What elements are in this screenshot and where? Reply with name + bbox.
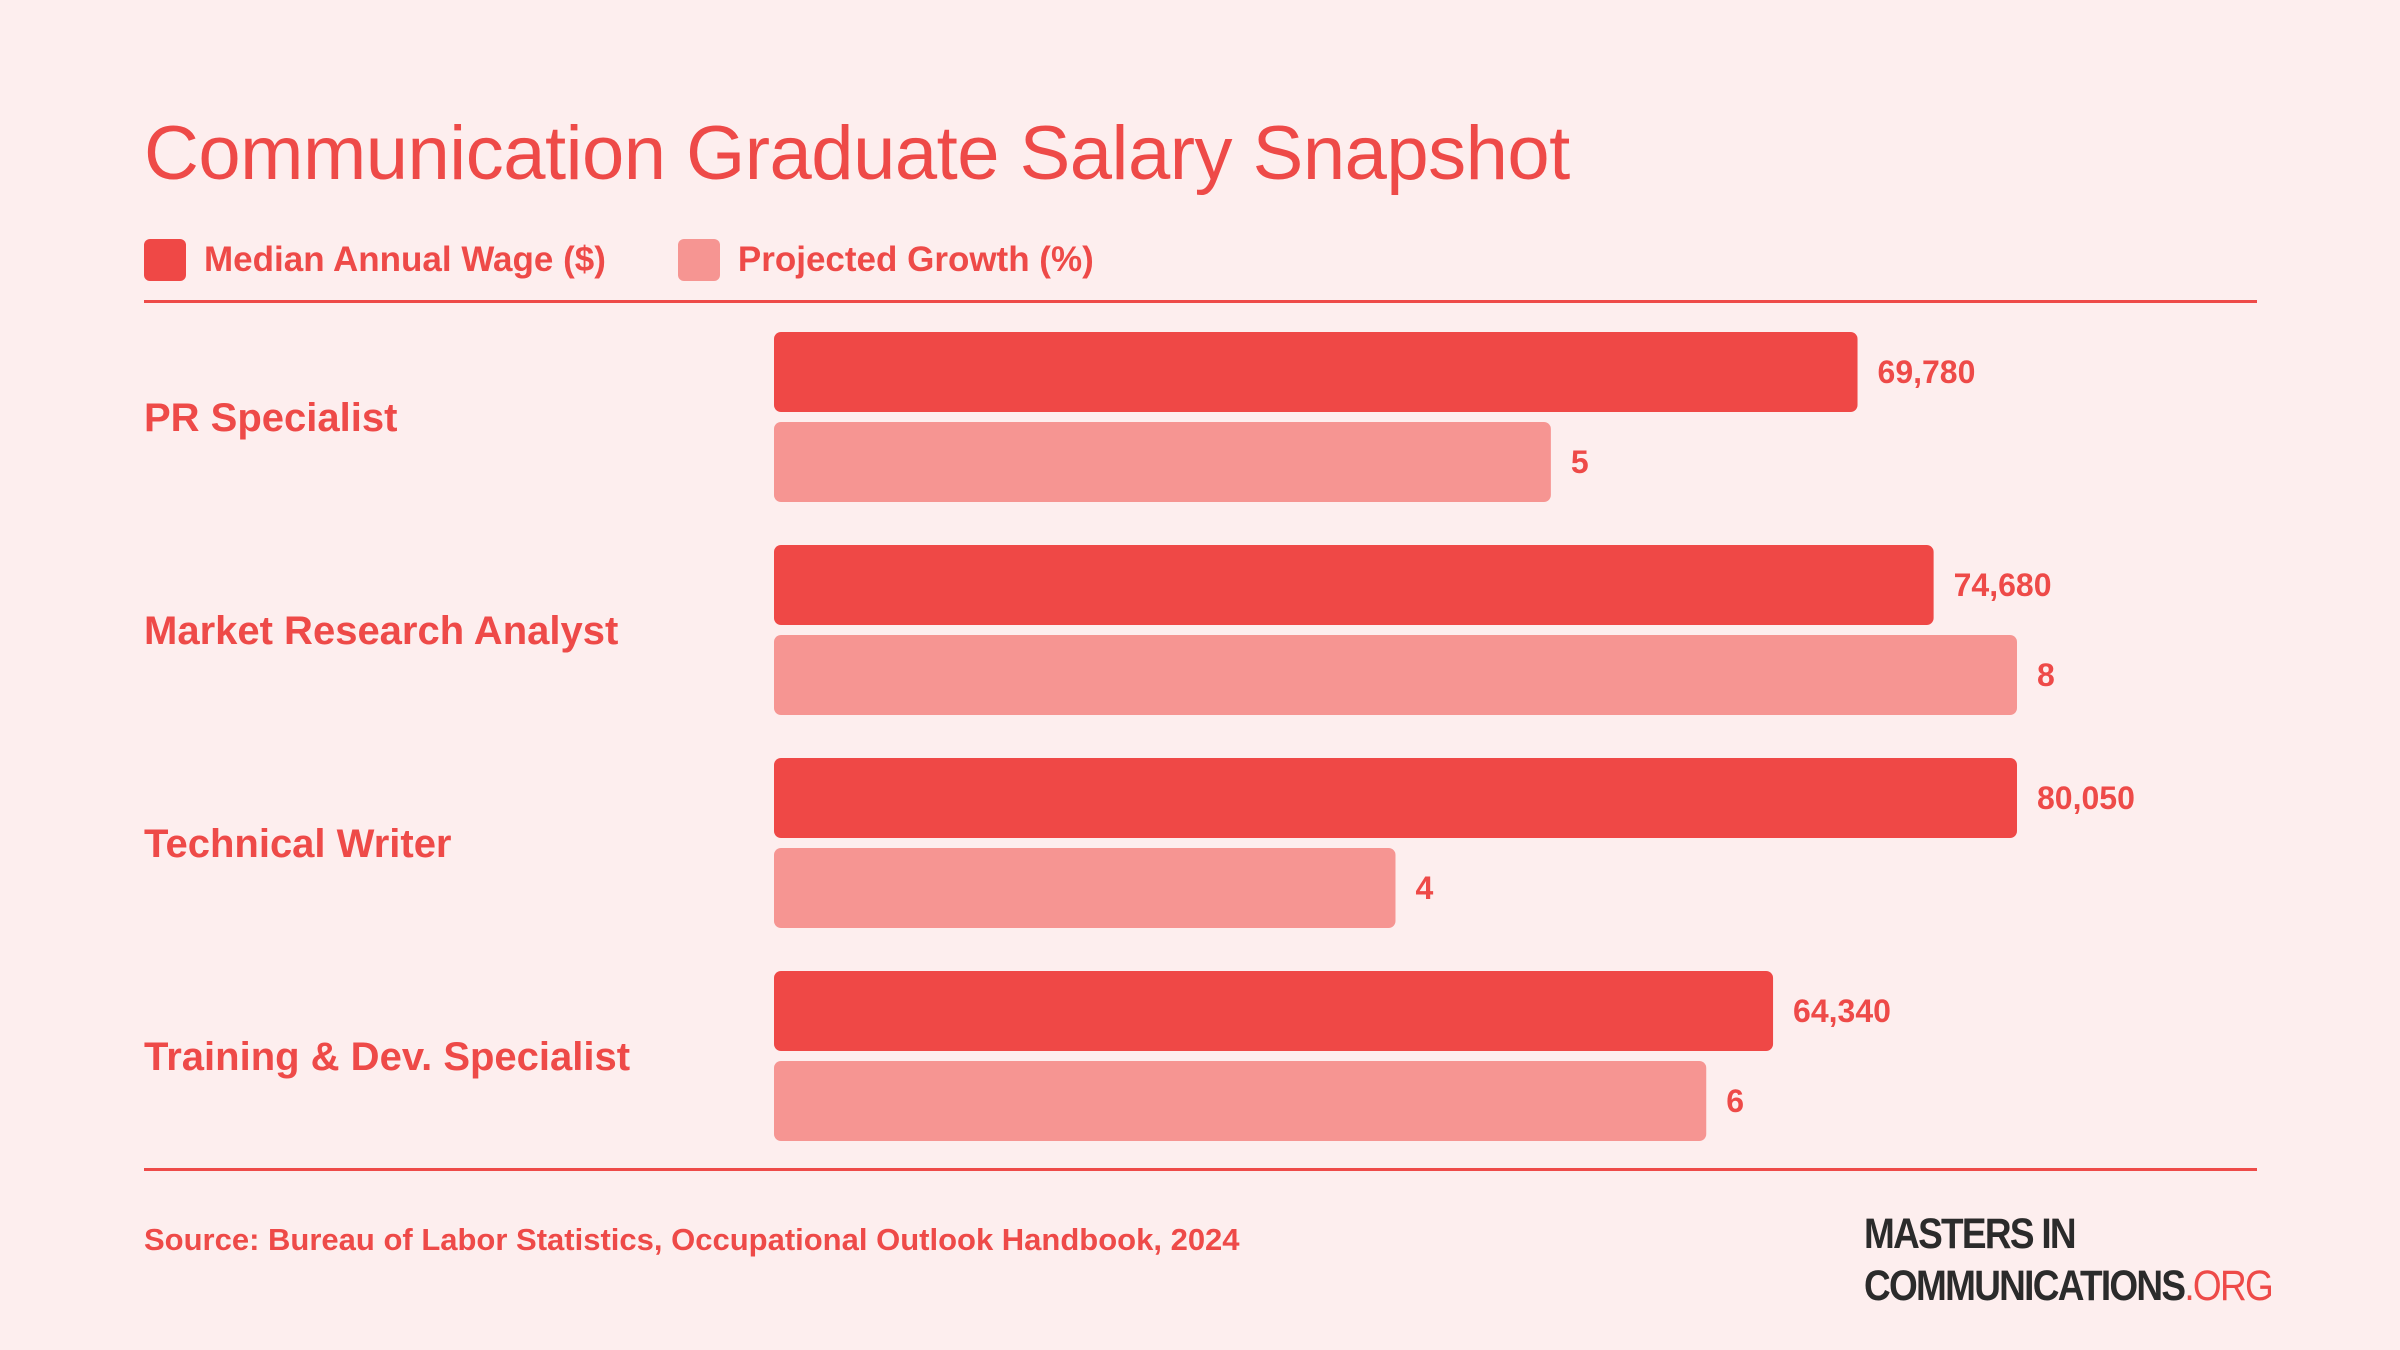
top-divider	[144, 300, 2257, 303]
growth-bar	[774, 848, 1396, 928]
wage-value-label: 74,680	[1954, 567, 2052, 603]
legend-label-growth: Projected Growth (%)	[737, 240, 1094, 279]
growth-value-label: 6	[1726, 1083, 1744, 1119]
category-label: Training & Dev. Specialist	[144, 1035, 630, 1079]
growth-value-label: 4	[1416, 870, 1434, 906]
growth-bar	[774, 422, 1551, 502]
bottom-divider	[144, 1168, 2257, 1171]
wage-value-label: 64,340	[1793, 993, 1891, 1029]
logo-line-2: COMMUNICATIONS	[1864, 1262, 2186, 1310]
wage-value-label: 80,050	[2037, 780, 2135, 816]
growth-bar	[774, 1061, 1707, 1141]
legend-item-growth: Projected Growth (%)	[677, 239, 1094, 281]
category-label: Market Research Analyst	[144, 609, 618, 653]
site-logo: MASTERS IN COMMUNICATIONS.ORG	[1864, 1208, 2274, 1312]
chart-legend: Median Annual Wage ($) Projected Growth …	[144, 236, 1166, 284]
category-label: PR Specialist	[144, 396, 397, 440]
legend-swatch-wage	[144, 239, 186, 281]
legend-label-wage: Median Annual Wage ($)	[204, 240, 606, 279]
growth-value-label: 8	[2037, 657, 2055, 693]
source-note: Source: Bureau of Labor Statistics, Occu…	[144, 1222, 1240, 1257]
legend-swatch-growth	[677, 239, 720, 281]
logo-org: .ORG	[2184, 1262, 2273, 1310]
chart-title: Communication Graduate Salary Snapshot	[144, 111, 1570, 196]
wage-bar	[774, 971, 1774, 1051]
wage-bar	[774, 332, 1858, 412]
category-label: Technical Writer	[144, 822, 452, 866]
logo-line-1: MASTERS IN	[1864, 1210, 2077, 1258]
growth-bar	[774, 635, 2017, 715]
legend-item-wage: Median Annual Wage ($)	[144, 239, 606, 281]
wage-bar	[774, 758, 2017, 838]
wage-value-label: 69,780	[1878, 354, 1976, 390]
growth-value-label: 5	[1571, 444, 1589, 480]
wage-bar	[774, 545, 1934, 625]
